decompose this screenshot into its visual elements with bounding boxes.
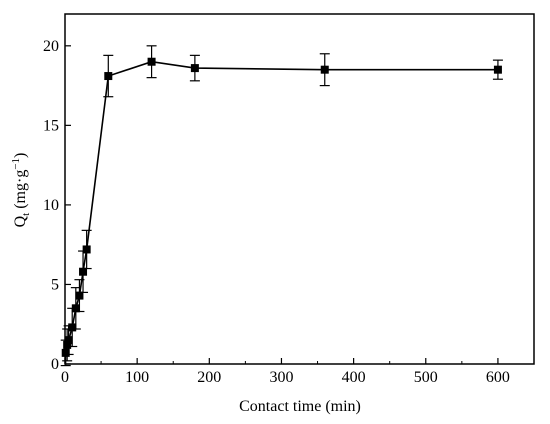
data-point-0: [61, 348, 70, 357]
y-axis-title-superscript: −1: [10, 158, 22, 170]
data-point-6: [79, 267, 88, 276]
data-point-12: [493, 65, 502, 74]
series-line: [64, 60, 498, 354]
y-axis-title-unit: (mg·g: [12, 170, 29, 213]
data-points: [61, 57, 502, 357]
y-tick-label-20: 20: [43, 38, 59, 55]
data-point-3: [68, 323, 77, 332]
x-tick-label-500: 500: [414, 369, 438, 386]
y-axis-title-subscript: t: [20, 213, 32, 216]
x-axis-title: Contact time (min): [239, 398, 361, 415]
x-tick-label-0: 0: [61, 369, 69, 386]
data-point-7: [82, 245, 91, 254]
x-tick-label-300: 300: [269, 369, 293, 386]
error-bars: [60, 45, 503, 367]
data-point-8: [104, 72, 113, 81]
x-ticks: 0 100 200 300 400 500 600: [61, 358, 510, 386]
data-point-5: [75, 291, 84, 300]
data-point-10: [190, 64, 199, 73]
data-point-2: [64, 336, 73, 345]
y-tick-label-10: 10: [43, 197, 59, 214]
y-axis-title: Qt (mg·g−1): [10, 153, 32, 228]
y-axis-title-unit-close: ): [12, 153, 29, 158]
data-point-11: [320, 65, 329, 74]
plot-frame: [64, 13, 535, 365]
y-tick-label-5: 5: [51, 276, 59, 293]
x-tick-label-600: 600: [486, 369, 510, 386]
y-tick-label-0: 0: [51, 356, 59, 373]
data-point-9: [147, 57, 156, 66]
x-tick-label-200: 200: [197, 369, 221, 386]
data-point-4: [71, 304, 80, 313]
data-point-1: [63, 340, 72, 349]
y-tick-label-15: 15: [43, 117, 59, 134]
x-tick-label-100: 100: [125, 369, 149, 386]
y-ticks: 0 5 10 15 20: [43, 38, 71, 373]
x-tick-label-400: 400: [342, 369, 366, 386]
y-axis-title-main: Q: [12, 215, 29, 227]
